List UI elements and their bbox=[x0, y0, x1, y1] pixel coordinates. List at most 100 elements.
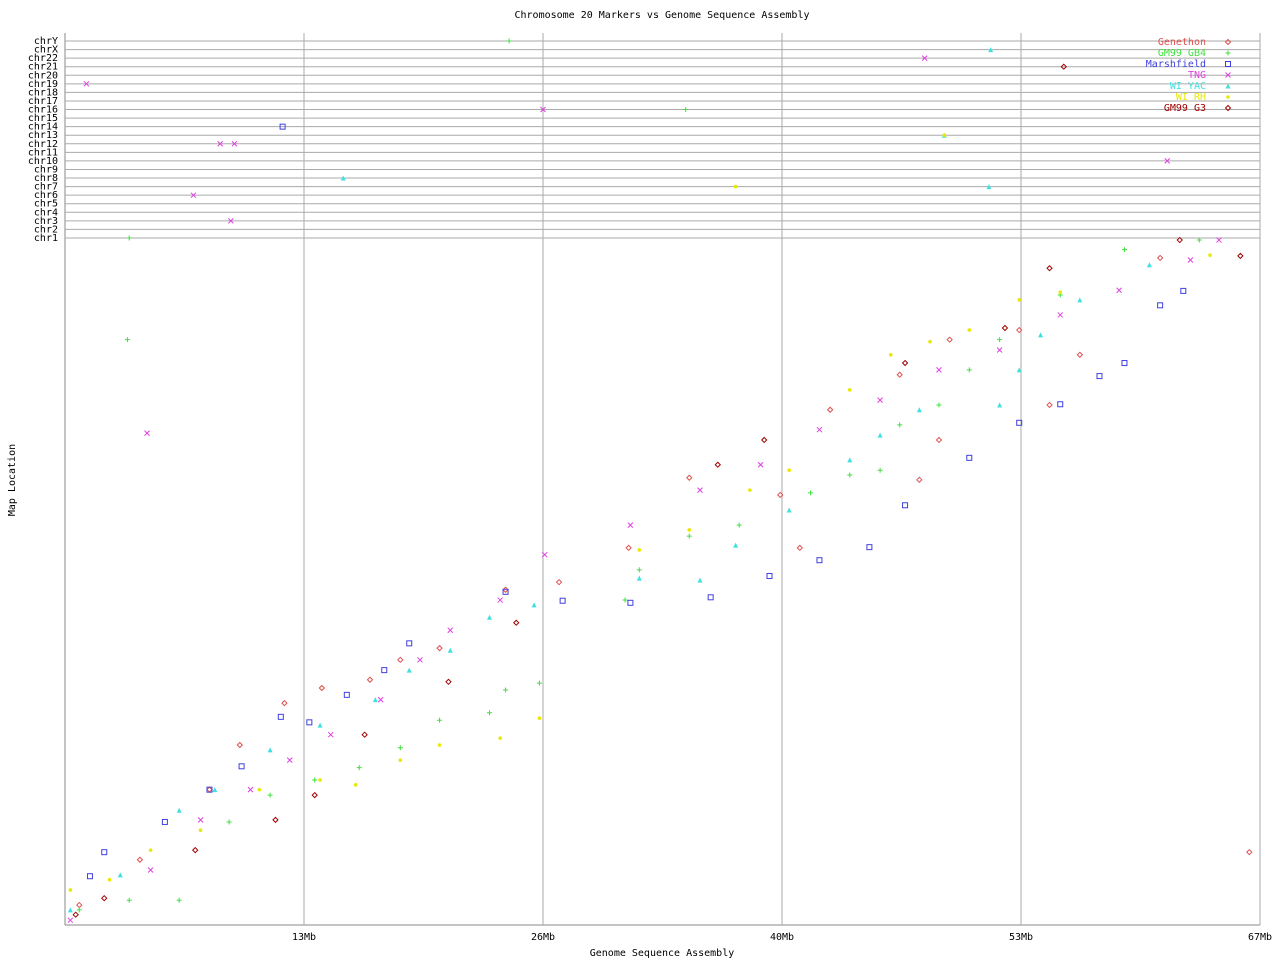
data-point bbox=[936, 367, 942, 373]
data-point bbox=[877, 432, 883, 438]
data-point bbox=[176, 897, 182, 903]
data-point bbox=[343, 691, 350, 698]
data-point bbox=[541, 551, 548, 558]
data-point bbox=[281, 699, 288, 707]
data-point bbox=[946, 336, 953, 343]
data-point bbox=[707, 594, 714, 601]
data-point bbox=[76, 901, 83, 909]
data-point bbox=[996, 347, 1003, 353]
y-tick-label: chr21 bbox=[28, 62, 58, 73]
y-tick-label: chr8 bbox=[34, 173, 58, 184]
y-tick-label: chr2 bbox=[34, 224, 58, 235]
data-point bbox=[1001, 324, 1009, 332]
off-chromosome-point bbox=[1060, 63, 1068, 70]
data-point bbox=[1157, 302, 1164, 309]
data-point bbox=[1076, 351, 1084, 358]
data-point bbox=[161, 818, 168, 825]
data-point bbox=[966, 454, 973, 461]
data-point bbox=[1121, 247, 1127, 253]
off-chromosome-point bbox=[942, 133, 947, 138]
data-point bbox=[397, 745, 403, 751]
off-chromosome-point bbox=[340, 175, 346, 181]
off-chromosome-point bbox=[1164, 158, 1171, 164]
data-point bbox=[777, 491, 784, 499]
data-point bbox=[847, 457, 853, 463]
y-tick-label: chr11 bbox=[28, 147, 58, 158]
data-point bbox=[786, 507, 792, 513]
data-point bbox=[928, 339, 932, 344]
data-point bbox=[916, 476, 923, 484]
y-tick-label: chr6 bbox=[34, 190, 58, 201]
off-chromosome-point bbox=[190, 192, 197, 199]
data-point bbox=[124, 337, 130, 343]
data-point bbox=[536, 680, 542, 686]
y-tick-label: chr17 bbox=[28, 96, 58, 107]
data-point bbox=[966, 367, 972, 373]
data-point bbox=[686, 533, 692, 539]
data-point bbox=[1096, 373, 1103, 380]
data-point bbox=[686, 474, 693, 481]
x-axis-label: Genome Sequence Assembly bbox=[590, 948, 735, 959]
data-point bbox=[272, 816, 279, 824]
y-tick-label: chr18 bbox=[28, 87, 58, 98]
data-point bbox=[206, 786, 213, 793]
data-point bbox=[808, 490, 814, 496]
data-point bbox=[397, 656, 404, 664]
data-point bbox=[916, 407, 922, 413]
data-point bbox=[361, 731, 368, 738]
data-point bbox=[826, 406, 834, 413]
data-point bbox=[1016, 367, 1022, 373]
off-chromosome-point bbox=[83, 80, 90, 87]
data-point bbox=[1017, 298, 1022, 302]
data-point bbox=[406, 667, 412, 673]
data-point bbox=[437, 717, 443, 723]
data-point bbox=[176, 807, 182, 813]
data-point bbox=[72, 911, 79, 918]
data-point bbox=[144, 430, 150, 436]
data-point bbox=[537, 716, 542, 721]
data-point bbox=[317, 722, 323, 728]
y-tick-label: chrY bbox=[34, 36, 58, 47]
data-point bbox=[497, 597, 504, 603]
data-point bbox=[866, 544, 873, 551]
data-point bbox=[306, 719, 313, 726]
data-point bbox=[997, 337, 1003, 343]
legend-marker bbox=[1226, 95, 1230, 99]
x-tick-label: 26Mb bbox=[531, 932, 555, 943]
data-point bbox=[997, 402, 1003, 408]
data-point bbox=[714, 461, 721, 468]
data-point bbox=[935, 436, 943, 444]
data-point bbox=[238, 763, 245, 770]
data-point bbox=[86, 873, 93, 880]
data-point bbox=[318, 684, 326, 692]
data-point bbox=[486, 710, 492, 716]
data-point bbox=[212, 787, 218, 793]
data-point bbox=[356, 765, 362, 771]
off-chromosome-point bbox=[921, 55, 928, 61]
data-point bbox=[76, 907, 82, 913]
data-point bbox=[967, 328, 972, 332]
legend-label: WI RH bbox=[1176, 92, 1206, 103]
data-point bbox=[627, 599, 634, 606]
off-chromosome-point bbox=[683, 107, 689, 113]
off-chromosome-point bbox=[540, 106, 546, 113]
data-point bbox=[766, 573, 773, 580]
data-point bbox=[897, 422, 903, 428]
data-point bbox=[1057, 401, 1064, 408]
data-point bbox=[67, 907, 73, 913]
data-point bbox=[877, 397, 883, 403]
off-chromosome-point bbox=[733, 184, 738, 189]
data-point bbox=[637, 548, 642, 552]
x-tick-label: 13Mb bbox=[292, 932, 316, 943]
data-point bbox=[1196, 237, 1202, 243]
legend-label: TNG bbox=[1188, 70, 1206, 81]
legend-marker bbox=[1225, 72, 1231, 78]
data-point bbox=[888, 352, 893, 357]
data-point bbox=[447, 627, 454, 634]
data-point bbox=[1058, 290, 1063, 295]
data-point bbox=[636, 575, 642, 581]
data-point bbox=[68, 888, 73, 892]
data-point bbox=[513, 619, 520, 626]
data-point bbox=[687, 528, 692, 532]
data-point bbox=[286, 757, 293, 763]
